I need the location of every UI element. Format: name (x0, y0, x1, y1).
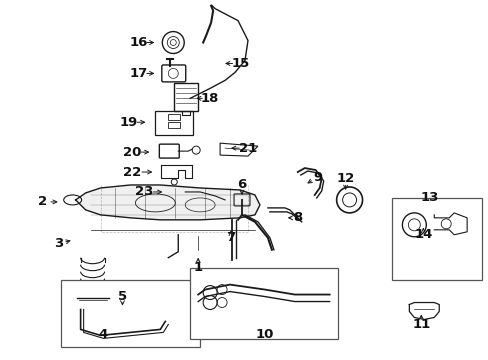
Bar (190, 268, 337, 339)
Text: 3: 3 (54, 237, 63, 250)
Text: 11: 11 (411, 318, 429, 331)
Bar (155, 111, 193, 135)
Text: 1: 1 (193, 261, 203, 274)
Bar (61, 280, 200, 347)
Text: 23: 23 (135, 185, 153, 198)
Text: 10: 10 (255, 328, 274, 341)
Text: 19: 19 (119, 116, 137, 129)
Text: 9: 9 (312, 171, 322, 184)
Bar (174, 84, 198, 111)
Text: 7: 7 (226, 231, 235, 244)
Text: 16: 16 (129, 36, 147, 49)
Text: 6: 6 (237, 179, 246, 192)
Text: 13: 13 (419, 192, 438, 204)
Bar (168, 122, 180, 128)
Text: 12: 12 (336, 171, 354, 185)
Text: 5: 5 (118, 290, 127, 303)
Bar (171, 188, 185, 197)
Bar (392, 198, 481, 280)
Polygon shape (76, 185, 260, 220)
Text: 20: 20 (123, 145, 142, 159)
Text: 18: 18 (201, 92, 219, 105)
Bar (168, 114, 180, 120)
Text: 14: 14 (413, 228, 431, 241)
Text: 2: 2 (38, 195, 47, 208)
Text: 17: 17 (129, 67, 147, 80)
Text: 21: 21 (238, 141, 257, 155)
Text: 4: 4 (99, 328, 108, 341)
Text: 15: 15 (231, 57, 250, 70)
Text: 22: 22 (123, 166, 141, 179)
Text: 8: 8 (293, 211, 302, 224)
Polygon shape (220, 143, 258, 156)
